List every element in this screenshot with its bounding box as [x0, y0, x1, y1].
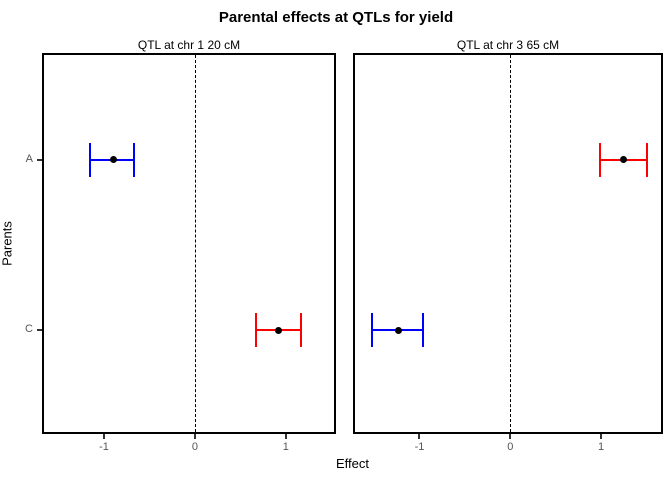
facet-strip-label-left: QTL at chr 1 20 cM	[137, 38, 241, 52]
ci-cap-high	[422, 313, 425, 348]
estimate-dot	[275, 326, 283, 334]
x-axis-tick-label: 1	[282, 441, 289, 453]
x-axis-tick	[103, 434, 105, 439]
x-axis-tick	[600, 434, 603, 439]
x-axis-tick	[284, 434, 287, 439]
chart-title: Parental effects at QTLs for yield	[218, 9, 454, 26]
ci-cap-low	[89, 142, 92, 177]
y-axis-tick	[37, 158, 42, 161]
x-axis-tick	[193, 434, 196, 439]
ci-cap-high	[300, 313, 303, 348]
zero-reference-line	[194, 55, 196, 432]
ci-cap-low	[254, 313, 257, 348]
x-axis-tick-label: -1	[99, 441, 109, 453]
estimate-dot	[395, 326, 403, 334]
ci-cap-low	[599, 142, 602, 177]
panel-qtl-chr1-20	[42, 53, 336, 434]
x-axis-tick-label: 0	[507, 441, 514, 453]
x-axis-tick-label: 1	[598, 441, 605, 453]
x-axis-tick	[509, 434, 512, 439]
x-axis-tick-label: -1	[414, 441, 425, 453]
ci-cap-high	[646, 142, 649, 177]
x-axis-title: Effect	[335, 456, 369, 471]
x-axis-tick-label: 0	[191, 441, 198, 453]
ci-cap-low	[371, 313, 374, 348]
ci-cap-high	[133, 142, 135, 177]
panel-qtl-chr3-65	[353, 53, 663, 434]
estimate-dot	[109, 156, 117, 164]
y-axis-tick-label: A	[25, 152, 33, 165]
y-axis-title: Parents	[0, 221, 15, 266]
x-axis-tick	[418, 434, 421, 439]
estimate-dot	[620, 156, 628, 164]
y-axis-tick	[37, 329, 42, 332]
facet-strip-label-right: QTL at chr 3 65 cM	[456, 38, 560, 52]
y-axis-tick-label: C	[25, 323, 33, 336]
zero-reference-line	[510, 55, 512, 432]
